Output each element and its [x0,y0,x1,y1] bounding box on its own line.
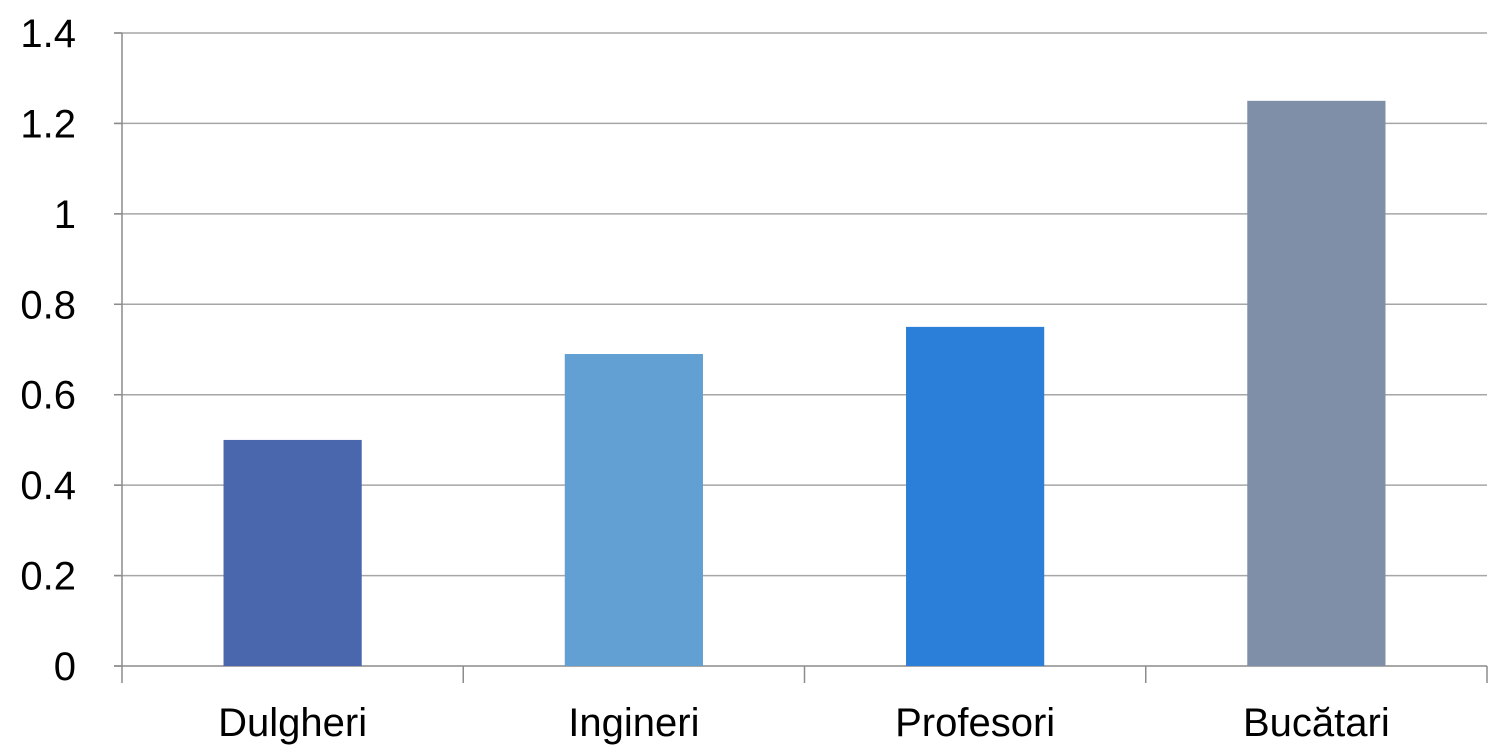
bar-profesori [906,326,1045,666]
y-tick-label: 0.4 [20,464,76,508]
y-tick-labels: 0 0.2 0.4 0.6 0.8 1 1.2 1.4 [20,12,76,689]
bar-dulgheri [223,439,362,666]
y-tick-label: 0.6 [20,374,76,418]
x-tick-label: Ingineri [568,701,699,745]
y-tick-label: 1.2 [20,102,76,146]
bar-ingineri [564,354,703,666]
x-tick-label: Dulgheri [218,701,367,745]
y-tick-label: 1.4 [20,12,76,56]
bars [223,100,1386,667]
x-tick-label: Profesori [895,701,1055,745]
y-tick-label: 0 [54,645,76,689]
y-tick-label: 1 [54,193,76,237]
x-tick-labels: Dulgheri Ingineri Profesori Bucătari [218,701,1390,745]
bar-bucătari [1247,100,1386,667]
y-tick-label: 0.8 [20,283,76,327]
y-tick-label: 0.2 [20,555,76,599]
x-tick-label: Bucătari [1243,701,1390,745]
